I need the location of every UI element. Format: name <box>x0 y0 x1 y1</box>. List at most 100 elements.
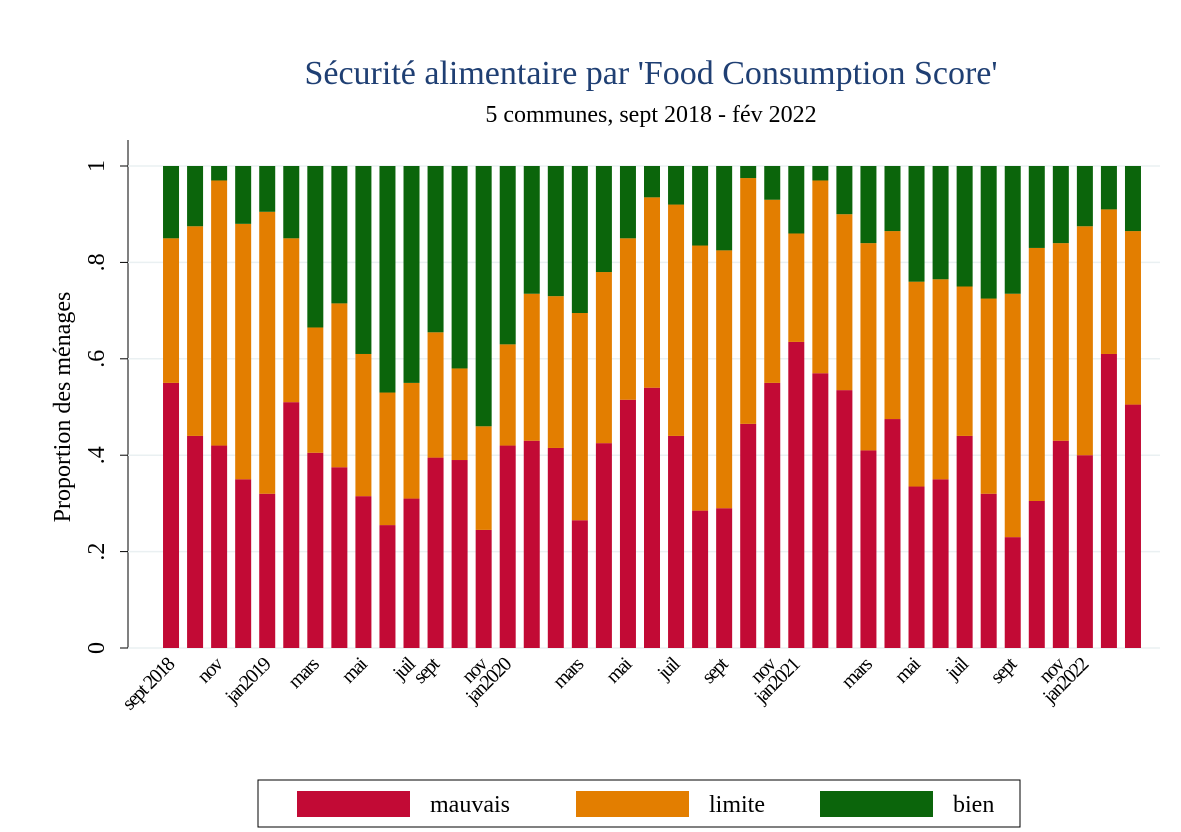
legend-box <box>257 779 1021 828</box>
bar-segment <box>1100 166 1117 210</box>
y-tick-label: 0 <box>84 642 110 654</box>
bar-segment <box>716 508 733 648</box>
bar-segment <box>740 178 757 424</box>
bar-segment <box>475 426 492 530</box>
bar-segment <box>235 223 252 480</box>
bar-segment <box>1124 166 1141 232</box>
bar-segment <box>403 166 420 383</box>
bar-segment <box>259 211 276 494</box>
bar-segment <box>884 231 901 420</box>
legend-swatch <box>576 791 689 817</box>
bar-segment <box>451 460 468 648</box>
bar-segment <box>379 166 396 393</box>
x-tick-label: mars <box>549 653 589 693</box>
x-tick-label: juil <box>653 653 685 685</box>
bar-segment <box>788 233 805 342</box>
bar-segment <box>932 479 949 648</box>
bar-segment <box>235 166 252 224</box>
bar-segment <box>668 435 685 648</box>
x-tick-label: sept <box>986 653 1021 688</box>
bar-segment <box>812 166 829 181</box>
bar-segment <box>331 467 348 648</box>
bar-segment <box>283 166 300 239</box>
bar-segment <box>451 166 468 369</box>
bar-segment <box>1052 440 1069 648</box>
y-axis-label: Proportion des ménages <box>50 292 76 523</box>
bar-segment <box>668 204 685 436</box>
bar-segment <box>1004 166 1021 294</box>
bar-segment <box>956 435 973 648</box>
bar-segment <box>836 166 853 215</box>
chart-subtitle: 5 communes, sept 2018 - fév 2022 <box>485 102 816 128</box>
bar-segment <box>427 457 444 648</box>
bar-segment <box>307 452 324 648</box>
x-tick-label: mai <box>890 653 925 688</box>
bar-segment <box>571 166 588 314</box>
bar-segment <box>1028 500 1045 648</box>
chart-title: Sécurité alimentaire par 'Food Consumpti… <box>304 55 997 92</box>
bar-segment <box>163 238 180 383</box>
bar-segment <box>692 166 709 246</box>
bar-segment <box>932 166 949 280</box>
bar-segment <box>980 493 997 648</box>
bar-segment <box>475 166 492 427</box>
legend-label: bien <box>953 792 994 818</box>
bar-segment <box>644 387 660 648</box>
bar-segment <box>1124 404 1141 648</box>
bar-segment <box>259 166 276 212</box>
bar-segment <box>692 510 709 648</box>
x-tick-label: mars <box>837 653 877 693</box>
y-tick-label: .4 <box>84 446 110 464</box>
bar-segment <box>716 166 733 251</box>
bar-segment <box>499 166 516 345</box>
bar-segment <box>956 166 973 287</box>
bar-segment <box>764 382 781 648</box>
bar-segment <box>908 486 925 648</box>
bar-segment <box>668 166 685 205</box>
bar-segment <box>499 344 516 446</box>
bar-segment <box>908 281 925 487</box>
bar-segment <box>595 166 612 273</box>
bar-segment <box>1052 166 1069 244</box>
bar-segment <box>403 382 420 499</box>
bar-segment <box>619 238 636 400</box>
bar-segment <box>860 166 877 244</box>
bar-segment <box>211 445 228 648</box>
bar-segment <box>884 166 901 232</box>
bar-segment <box>355 353 372 497</box>
bar-segment <box>355 166 372 354</box>
bar-segment <box>956 286 973 436</box>
bar-segment <box>595 272 612 444</box>
bar-segment <box>451 368 468 461</box>
bar-segment <box>908 166 925 282</box>
bar-segment <box>187 166 204 227</box>
x-tick-label: sept 2018 <box>118 653 180 715</box>
bar-segment <box>980 166 997 299</box>
bar-segment <box>547 166 564 297</box>
bar-segment <box>523 440 540 648</box>
bar-segment <box>235 479 252 648</box>
bar-segment <box>163 382 180 648</box>
bar-segment <box>644 166 660 198</box>
bar-segment <box>836 214 853 391</box>
bar-segment <box>547 447 564 648</box>
bar-segment <box>644 197 660 388</box>
x-tick-label: sept <box>698 653 733 688</box>
legend-swatch <box>297 791 410 817</box>
bar-segment <box>788 341 805 648</box>
bar-segment <box>932 279 949 480</box>
bar-segment <box>283 402 300 648</box>
y-tick-label: 1 <box>84 160 110 172</box>
y-tick-label: .8 <box>84 253 110 271</box>
bar-segment <box>211 166 228 181</box>
bar-segment <box>1124 231 1141 405</box>
x-tick-label: juil <box>941 653 973 685</box>
bar-segment <box>379 392 396 526</box>
bar-segment <box>740 423 757 648</box>
bar-segment <box>1100 353 1117 648</box>
bar-segment <box>1100 209 1117 354</box>
x-tick-label: nov <box>193 653 228 688</box>
bar-segment <box>307 327 324 453</box>
bar-segment <box>788 166 805 234</box>
